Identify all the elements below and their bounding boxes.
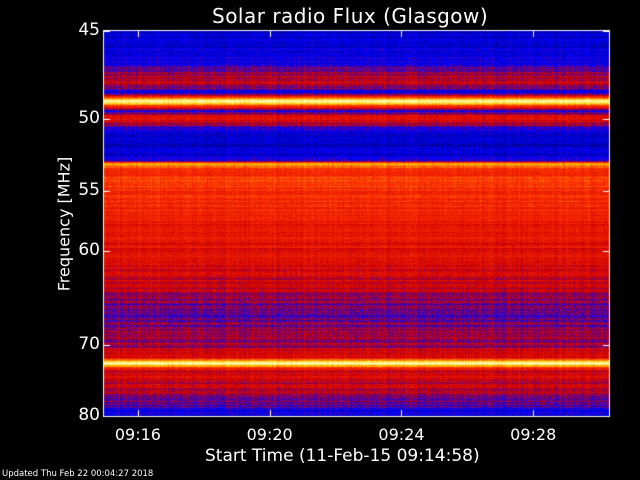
y-tick-label: 70 bbox=[78, 334, 100, 355]
y-tick-label: 45 bbox=[78, 20, 100, 40]
x-tick-label: 09:20 bbox=[246, 425, 293, 444]
x-tick-label: 09:28 bbox=[510, 425, 557, 444]
chart-title: Solar radio Flux (Glasgow) bbox=[212, 4, 489, 28]
y-tick-label: 80 bbox=[78, 405, 100, 425]
x-axis-label: Start Time (11-Feb-15 09:14:58) bbox=[205, 446, 480, 466]
y-axis-label: Frequency [MHz] bbox=[54, 156, 74, 292]
x-tick-label: 09:16 bbox=[114, 425, 161, 444]
y-tick-label: 50 bbox=[78, 108, 100, 128]
updated-timestamp: Updated Thu Feb 22 00:04:27 2018 bbox=[2, 469, 154, 479]
x-tick-label: 09:24 bbox=[378, 425, 425, 444]
y-tick-label: 55 bbox=[78, 180, 100, 200]
y-tick-label: 60 bbox=[78, 240, 100, 260]
